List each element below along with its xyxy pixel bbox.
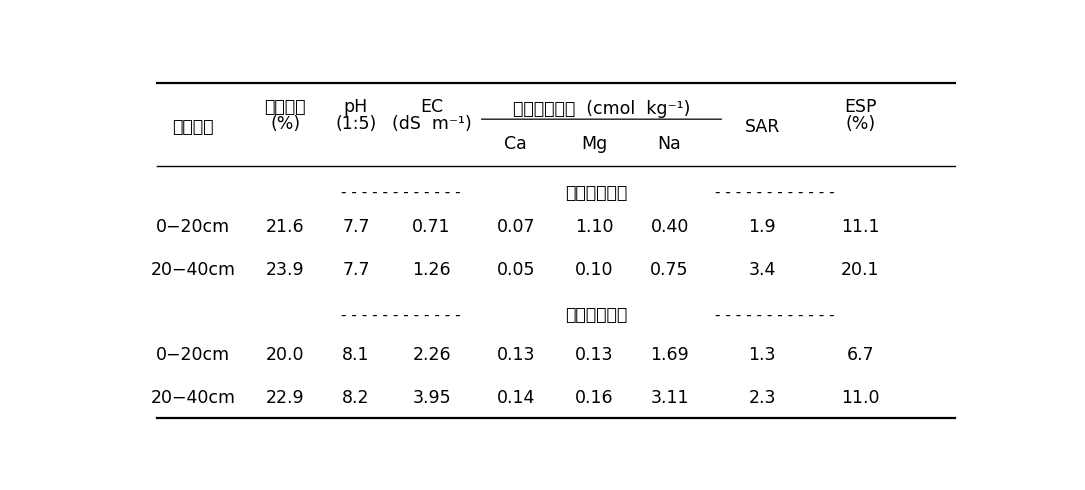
Text: (1:5): (1:5) bbox=[335, 115, 376, 133]
Text: 1.69: 1.69 bbox=[650, 346, 689, 364]
Text: 21.6: 21.6 bbox=[266, 218, 305, 236]
Text: - - - - - - - - - - - -: - - - - - - - - - - - - bbox=[715, 185, 834, 200]
Text: 0.07: 0.07 bbox=[497, 218, 535, 236]
Text: Ca: Ca bbox=[505, 135, 527, 153]
Text: 11.0: 11.0 bbox=[841, 390, 880, 407]
Text: 0−20cm: 0−20cm bbox=[156, 346, 230, 364]
Text: 8.2: 8.2 bbox=[342, 390, 370, 407]
Text: 토양깊이: 토양깊이 bbox=[173, 118, 214, 136]
Text: - - - - - - - - - - - -: - - - - - - - - - - - - bbox=[715, 308, 834, 323]
Text: 22.9: 22.9 bbox=[266, 390, 305, 407]
Text: 7.7: 7.7 bbox=[342, 218, 370, 236]
Text: 2.3: 2.3 bbox=[749, 390, 776, 407]
Text: 1.10: 1.10 bbox=[575, 218, 613, 236]
Text: 새만금간첨지: 새만금간첨지 bbox=[565, 184, 627, 202]
Text: 수용성양이온  (cmol  kg⁻¹): 수용성양이온 (cmol kg⁻¹) bbox=[513, 100, 690, 118]
Text: 23.9: 23.9 bbox=[266, 261, 305, 279]
Text: (dS  m⁻¹): (dS m⁻¹) bbox=[392, 115, 472, 133]
Text: - - - - - - - - - - - -: - - - - - - - - - - - - bbox=[341, 185, 460, 200]
Text: 영산강간첨지: 영산강간첨지 bbox=[565, 306, 627, 324]
Text: 20.1: 20.1 bbox=[841, 261, 880, 279]
Text: 0.14: 0.14 bbox=[497, 390, 535, 407]
Text: 6.7: 6.7 bbox=[846, 346, 875, 364]
Text: 3.4: 3.4 bbox=[749, 261, 776, 279]
Text: 11.1: 11.1 bbox=[841, 218, 880, 236]
Text: 0.10: 0.10 bbox=[575, 261, 613, 279]
Text: 1.3: 1.3 bbox=[749, 346, 776, 364]
Text: 0.05: 0.05 bbox=[497, 261, 535, 279]
Text: 0−20cm: 0−20cm bbox=[156, 218, 230, 236]
Text: - - - - - - - - - - - -: - - - - - - - - - - - - bbox=[341, 308, 460, 323]
Text: 20−40cm: 20−40cm bbox=[151, 390, 235, 407]
Text: 0.13: 0.13 bbox=[497, 346, 535, 364]
Text: EC: EC bbox=[420, 98, 443, 116]
Text: Mg: Mg bbox=[580, 135, 607, 153]
Text: 20−40cm: 20−40cm bbox=[151, 261, 235, 279]
Text: (%): (%) bbox=[270, 115, 301, 133]
Text: 1.9: 1.9 bbox=[749, 218, 776, 236]
Text: 20.0: 20.0 bbox=[266, 346, 305, 364]
Text: ESP: ESP bbox=[844, 98, 877, 116]
Text: 0.16: 0.16 bbox=[575, 390, 613, 407]
Text: 수분함량: 수분함량 bbox=[265, 98, 306, 116]
Text: 0.40: 0.40 bbox=[650, 218, 689, 236]
Text: 1.26: 1.26 bbox=[412, 261, 451, 279]
Text: 3.11: 3.11 bbox=[650, 390, 689, 407]
Text: 2.26: 2.26 bbox=[412, 346, 451, 364]
Text: 3.95: 3.95 bbox=[412, 390, 451, 407]
Text: SAR: SAR bbox=[744, 118, 780, 136]
Text: (%): (%) bbox=[845, 115, 876, 133]
Text: 0.71: 0.71 bbox=[412, 218, 451, 236]
Text: 8.1: 8.1 bbox=[342, 346, 370, 364]
Text: pH: pH bbox=[344, 98, 368, 116]
Text: Na: Na bbox=[658, 135, 681, 153]
Text: 7.7: 7.7 bbox=[342, 261, 370, 279]
Text: 0.13: 0.13 bbox=[575, 346, 613, 364]
Text: 0.75: 0.75 bbox=[650, 261, 689, 279]
